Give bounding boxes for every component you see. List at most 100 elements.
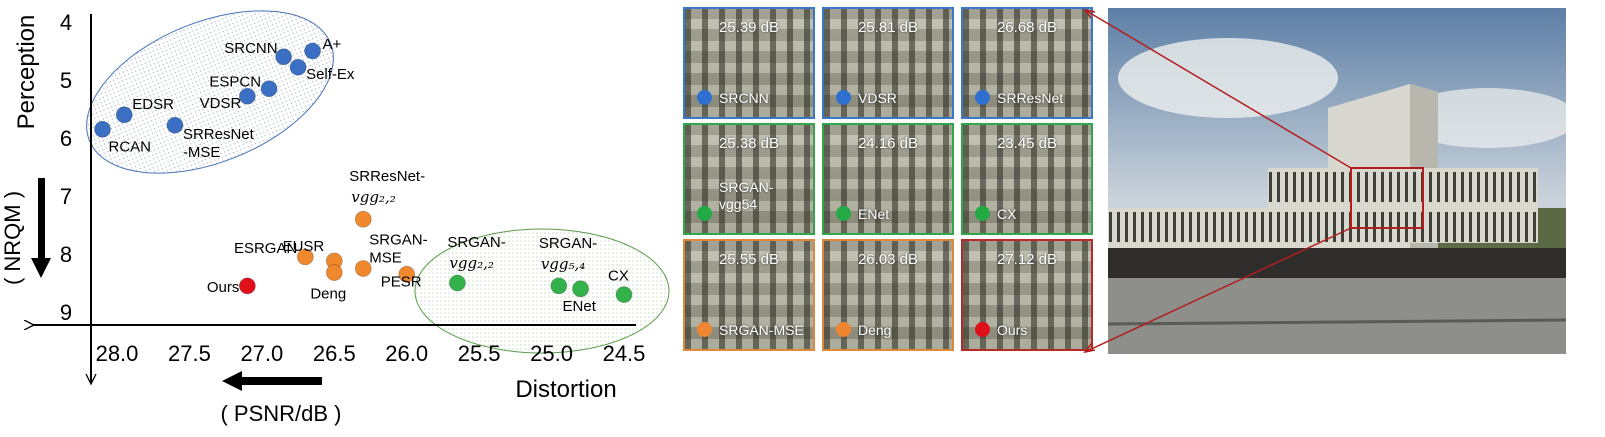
point-label: RCAN bbox=[109, 138, 152, 155]
y-axis-arrowhead bbox=[85, 373, 97, 386]
x-axis-title: Distortion bbox=[515, 376, 616, 403]
method-marker-icon bbox=[836, 206, 851, 221]
point-label: SRResNet- bbox=[349, 168, 425, 185]
method-marker-icon bbox=[836, 322, 851, 337]
method-marker-icon bbox=[697, 90, 712, 105]
point-label: ENet bbox=[563, 298, 597, 315]
green-cluster-ellipse bbox=[414, 228, 670, 354]
point-label: CX bbox=[608, 268, 629, 285]
building-photo bbox=[1108, 8, 1566, 354]
blue-cluster-ellipse bbox=[86, 10, 334, 174]
method-marker-icon bbox=[975, 322, 990, 337]
crop-psnr-label: 25.39 dB bbox=[718, 19, 780, 36]
parking-lot bbox=[1108, 278, 1566, 354]
point-label: SRCNN bbox=[224, 40, 277, 57]
point-label-math: vgg₂,₂ bbox=[449, 254, 493, 272]
crop-tile: 25.39 dB SRCNN bbox=[683, 7, 815, 119]
crop-psnr-label: 27.12 dB bbox=[996, 251, 1058, 268]
x-tick-label: 28.0 bbox=[96, 341, 139, 366]
crop-method-label: SRGAN-MSE bbox=[719, 322, 804, 338]
point-label-line2: -MSE bbox=[183, 144, 221, 161]
x-axis-unit: ( PSNR/dB ) bbox=[220, 401, 341, 426]
crop-method-label: Ours bbox=[997, 322, 1028, 338]
y-tick-labels: 4 5 6 7 8 9 bbox=[60, 10, 72, 325]
data-point-srcnn bbox=[275, 48, 292, 66]
data-point-rcan bbox=[94, 120, 111, 138]
data-point-srresnet bbox=[166, 116, 184, 134]
data-point-edsr bbox=[115, 106, 133, 124]
data-point-enet bbox=[572, 280, 589, 298]
data-point-pesr bbox=[398, 265, 416, 283]
data-point-a- bbox=[304, 42, 321, 60]
y-tick-label: 4 bbox=[60, 10, 72, 35]
crop-psnr-label: 25.81 dB bbox=[857, 19, 919, 36]
point-label-line2: MSE bbox=[369, 250, 402, 267]
data-point-cx bbox=[615, 286, 633, 304]
data-point-ours bbox=[238, 277, 256, 295]
crop-method-label: SRResNet bbox=[997, 90, 1064, 106]
crop-tile: 25.81 dB VDSR bbox=[822, 7, 954, 119]
crop-tile: 23.45 dB CX bbox=[961, 123, 1093, 235]
x-tick-label: 25.5 bbox=[458, 341, 501, 366]
data-point-esrgan bbox=[296, 248, 314, 266]
base-shadow bbox=[1108, 248, 1566, 278]
zoom-crop-grid: 25.39 dB SRCNN 25.81 dB VDSR 26.68 dB SRResNe… bbox=[683, 7, 1109, 365]
crop-method-label: SRCNN bbox=[719, 90, 769, 106]
highlight-box bbox=[1350, 167, 1424, 229]
point-label: PESR bbox=[381, 273, 422, 290]
data-point-deng bbox=[325, 264, 343, 281]
y-tick-label: 7 bbox=[60, 184, 72, 209]
point-label: SRGAN- bbox=[369, 232, 427, 249]
cloud bbox=[1118, 38, 1338, 118]
point-label: EUSR bbox=[283, 238, 325, 255]
y-direction-arrow bbox=[31, 178, 51, 278]
data-point-srresnet- bbox=[354, 210, 372, 228]
point-label: ESRGAN bbox=[234, 240, 297, 257]
crop-tile: 27.12 dB Ours bbox=[961, 239, 1093, 351]
crop-tile: 26.68 dB SRResNet bbox=[961, 7, 1093, 119]
cloud bbox=[1398, 88, 1566, 148]
point-label: Deng bbox=[310, 286, 346, 303]
crop-psnr-label: 23.45 dB bbox=[996, 135, 1058, 152]
crop-psnr-label: 26.68 dB bbox=[996, 19, 1058, 36]
y-axis-unit: ( NRQM ) bbox=[0, 191, 25, 285]
crop-tile: 25.38 dB SRGAN-vgg54 bbox=[683, 123, 815, 235]
data-points bbox=[94, 42, 633, 304]
data-point-vdsr bbox=[238, 87, 256, 105]
point-label-math: vgg₅,₄ bbox=[541, 255, 585, 273]
point-label: SRGAN- bbox=[539, 235, 597, 252]
x-tick-labels: 28.0 27.5 27.0 26.5 26.0 25.5 25.0 24.5 bbox=[96, 341, 646, 366]
crop-tile: 24.16 dB ENet bbox=[822, 123, 954, 235]
point-label: VDSR bbox=[200, 95, 242, 112]
x-direction-arrow bbox=[222, 371, 322, 391]
data-point-srgan- bbox=[354, 260, 372, 277]
method-marker-icon bbox=[697, 206, 712, 221]
data-point-srgan- bbox=[449, 274, 466, 292]
point-labels: A+SRCNNSelf-ExESPCNVDSREDSRSRResNet-MSER… bbox=[109, 36, 629, 315]
y-tick-label: 6 bbox=[60, 126, 72, 151]
crop-psnr-label: 25.55 dB bbox=[718, 251, 780, 268]
point-label: EDSR bbox=[132, 96, 174, 113]
data-point-srgan- bbox=[550, 277, 568, 295]
x-tick-label: 24.5 bbox=[603, 341, 646, 366]
point-label: SRResNet bbox=[183, 126, 255, 143]
crop-method-label: ENet bbox=[858, 206, 890, 222]
crop-method-label: Deng bbox=[858, 322, 892, 338]
x-tick-label: 27.5 bbox=[168, 341, 211, 366]
x-tick-label: 26.0 bbox=[385, 341, 428, 366]
data-point-espcn bbox=[260, 80, 278, 98]
method-marker-icon bbox=[975, 206, 990, 221]
crop-method-label: VDSR bbox=[858, 90, 897, 106]
crop-tile: 26.03 dB Deng bbox=[822, 239, 954, 351]
crop-psnr-label: 25.38 dB bbox=[718, 135, 780, 152]
y-tick-label: 8 bbox=[60, 242, 72, 267]
crop-tile: 25.55 dB SRGAN-MSE bbox=[683, 239, 815, 351]
method-marker-icon bbox=[836, 90, 851, 105]
crop-psnr-label: 24.16 dB bbox=[857, 135, 919, 152]
crop-method-label: SRGAN-vgg54 bbox=[719, 179, 774, 212]
method-marker-icon bbox=[697, 322, 712, 337]
data-point-self-ex bbox=[289, 58, 307, 76]
point-label: Ours bbox=[207, 279, 240, 296]
point-label: Self-Ex bbox=[306, 66, 355, 83]
